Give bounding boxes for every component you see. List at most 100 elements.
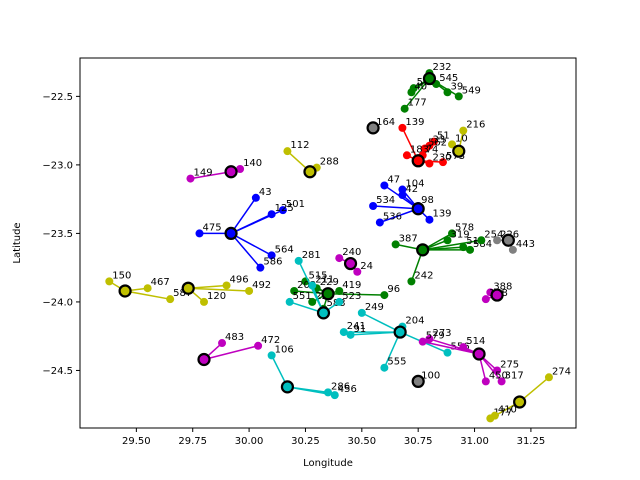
- data-point-label: 150: [112, 270, 131, 281]
- cluster-edge: [190, 171, 232, 180]
- data-point-label: 229: [320, 277, 339, 288]
- data-point-label: 24: [360, 261, 373, 272]
- data-point: [308, 297, 317, 306]
- data-point-label: 91: [354, 324, 367, 335]
- data-point-label: 475: [202, 222, 221, 233]
- data-point-label: 100: [421, 370, 440, 381]
- cluster-magenta: 388158: [481, 281, 512, 304]
- data-point-label: 211: [315, 274, 334, 285]
- data-point: [375, 218, 384, 227]
- data-point-label: 564: [275, 244, 294, 255]
- data-point-label: 586: [263, 257, 282, 268]
- y-axis-title: Latitude: [12, 222, 23, 263]
- data-point-label: 230: [432, 153, 451, 164]
- data-point: [448, 140, 456, 149]
- cluster-center: [393, 325, 407, 339]
- x-tick-label: 29.50: [122, 436, 151, 447]
- x-tick-label: 30.25: [291, 436, 320, 447]
- cluster-center: [224, 226, 238, 241]
- data-point-label: 74: [426, 144, 439, 155]
- data-point: [357, 308, 366, 317]
- data-point-label: 40: [414, 81, 427, 92]
- data-point: [466, 245, 475, 254]
- data-point-label: 43: [259, 187, 272, 198]
- data-point-label: 584: [473, 239, 492, 250]
- cluster-center: [416, 243, 430, 257]
- data-point: [143, 284, 152, 293]
- data-point: [459, 243, 468, 252]
- data-point: [267, 210, 276, 219]
- x-tick-label: 31.00: [460, 436, 489, 447]
- cluster-center: [343, 256, 358, 271]
- y-tick-label: −24.0: [42, 297, 73, 308]
- data-point: [398, 191, 407, 200]
- data-point-label: 450: [489, 370, 508, 381]
- data-point: [443, 348, 452, 357]
- cluster-center: [513, 395, 527, 409]
- data-point-label: 515: [466, 236, 485, 247]
- x-axis-title: Longitude: [303, 458, 353, 469]
- data-point-label: 281: [302, 250, 321, 261]
- data-point-label: 492: [252, 280, 271, 291]
- data-point-label: 42: [405, 184, 418, 195]
- data-point-label: 177: [408, 98, 427, 109]
- data-point: [222, 281, 231, 290]
- data-point: [544, 373, 553, 382]
- x-tick-label: 30.00: [235, 436, 264, 447]
- y-tick-label: −23.0: [42, 160, 73, 171]
- data-point-label: 472: [261, 335, 280, 346]
- data-point: [324, 388, 332, 397]
- data-point-label: 388: [493, 281, 512, 292]
- data-point: [195, 229, 204, 238]
- data-point: [454, 92, 463, 101]
- cluster-center: [452, 144, 466, 158]
- data-point: [391, 240, 400, 249]
- data-point: [459, 343, 468, 352]
- cluster-center: [303, 165, 317, 179]
- data-point-label: 515: [308, 270, 327, 281]
- data-point: [236, 165, 245, 173]
- data-point: [186, 174, 195, 183]
- cluster-edge: [422, 340, 480, 355]
- data-point-label: 112: [290, 140, 309, 151]
- cluster-edge: [379, 208, 419, 224]
- cluster-center: [501, 233, 515, 247]
- data-point: [398, 185, 407, 194]
- data-point-label: 240: [342, 247, 361, 258]
- cluster-gray: 164: [366, 117, 395, 135]
- cluster-gray: 226443: [493, 229, 535, 254]
- data-point: [481, 295, 490, 304]
- cluster-green: 51522941996202583229: [290, 270, 400, 313]
- cluster-edge: [230, 213, 272, 235]
- x-tick-label: 30.50: [347, 436, 376, 447]
- data-point: [438, 158, 447, 167]
- data-point-label: 579: [426, 331, 445, 342]
- data-point-label: 242: [414, 270, 433, 281]
- data-point-label: 549: [462, 85, 481, 96]
- data-point-label: 39: [450, 81, 463, 92]
- cluster-center: [366, 121, 380, 135]
- data-point-label: 33: [432, 135, 445, 146]
- cluster-center: [472, 347, 486, 361]
- data-point-label: 249: [365, 302, 384, 313]
- data-point: [278, 206, 287, 215]
- data-point-label: 587: [173, 288, 192, 299]
- data-point-label: 51: [437, 131, 450, 142]
- data-point: [477, 236, 486, 245]
- x-tick-label: 29.75: [178, 436, 207, 447]
- x-tick-label: 30.75: [404, 436, 433, 447]
- data-point: [425, 159, 434, 168]
- cluster-center: [197, 352, 211, 367]
- cluster-edge: [422, 239, 482, 251]
- data-point-label: 273: [432, 328, 451, 339]
- data-point: [330, 391, 339, 400]
- data-point-label: 204: [405, 316, 424, 327]
- data-point-label: 202: [297, 280, 316, 291]
- data-point: [285, 297, 294, 306]
- data-point-label: 551: [293, 291, 312, 302]
